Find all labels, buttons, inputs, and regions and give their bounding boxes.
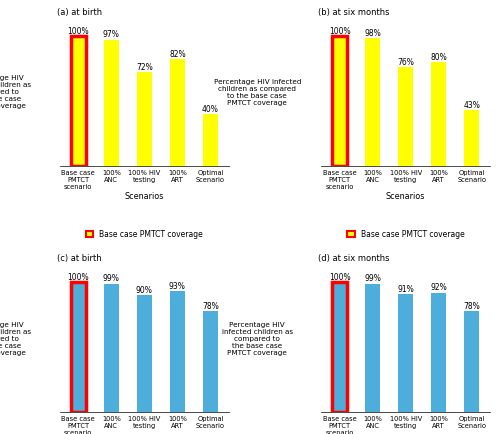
Text: 92%: 92% — [430, 283, 447, 292]
Bar — [203, 115, 218, 166]
Bar — [432, 63, 446, 166]
Legend: Base case PMTCT coverage: Base case PMTCT coverage — [82, 227, 206, 242]
Bar — [170, 60, 185, 166]
Text: 78%: 78% — [464, 301, 480, 310]
Text: 80%: 80% — [430, 53, 447, 62]
Bar — [104, 41, 118, 166]
Text: Percentage HIV
infected children as
compared to
the base case
PMTCT coverage: Percentage HIV infected children as comp… — [222, 321, 293, 355]
Text: 98%: 98% — [364, 29, 381, 38]
Bar — [332, 283, 347, 412]
Bar — [170, 292, 185, 412]
Text: 43%: 43% — [464, 100, 480, 109]
Text: 100%: 100% — [68, 273, 89, 281]
Bar — [464, 111, 479, 166]
Text: 99%: 99% — [364, 274, 381, 283]
Text: (d) at six months: (d) at six months — [318, 253, 390, 263]
Text: Percentage HIV
infected children as
compared to
the base case
PMTCT coverage: Percentage HIV infected children as comp… — [0, 75, 32, 109]
Text: 90%: 90% — [136, 286, 153, 294]
Text: 93%: 93% — [169, 282, 186, 290]
Text: (b) at six months: (b) at six months — [318, 8, 390, 16]
Text: 97%: 97% — [103, 30, 120, 39]
Text: (c) at birth: (c) at birth — [56, 253, 102, 263]
Bar — [70, 37, 86, 166]
Text: 40%: 40% — [202, 104, 219, 113]
Bar — [464, 311, 479, 412]
Text: 100%: 100% — [328, 26, 350, 36]
X-axis label: Scenarios: Scenarios — [124, 192, 164, 201]
Bar — [137, 296, 152, 412]
Legend: Base case PMTCT coverage: Base case PMTCT coverage — [344, 227, 468, 242]
Text: 76%: 76% — [397, 58, 414, 66]
Bar — [104, 284, 118, 412]
Text: Percentage HIV
infected children as
compared to
the base case
PMTCT coverage: Percentage HIV infected children as comp… — [0, 321, 32, 355]
Text: Percentage HIV infected
children as compared
to the base case
PMTCT coverage: Percentage HIV infected children as comp… — [214, 79, 301, 105]
Text: 72%: 72% — [136, 63, 152, 72]
Bar — [70, 283, 86, 412]
Bar — [432, 293, 446, 412]
Text: (a) at birth: (a) at birth — [56, 8, 102, 16]
Bar — [398, 294, 413, 412]
Bar — [398, 68, 413, 166]
Bar — [332, 37, 347, 166]
Text: 99%: 99% — [103, 274, 120, 283]
Bar — [365, 39, 380, 166]
Text: 82%: 82% — [169, 50, 186, 59]
Bar — [203, 311, 218, 412]
Text: 78%: 78% — [202, 301, 219, 310]
Bar — [137, 73, 152, 166]
Text: 91%: 91% — [398, 284, 414, 293]
X-axis label: Scenarios: Scenarios — [386, 192, 426, 201]
Text: 100%: 100% — [68, 26, 89, 36]
Text: 100%: 100% — [328, 273, 350, 281]
Bar — [365, 284, 380, 412]
